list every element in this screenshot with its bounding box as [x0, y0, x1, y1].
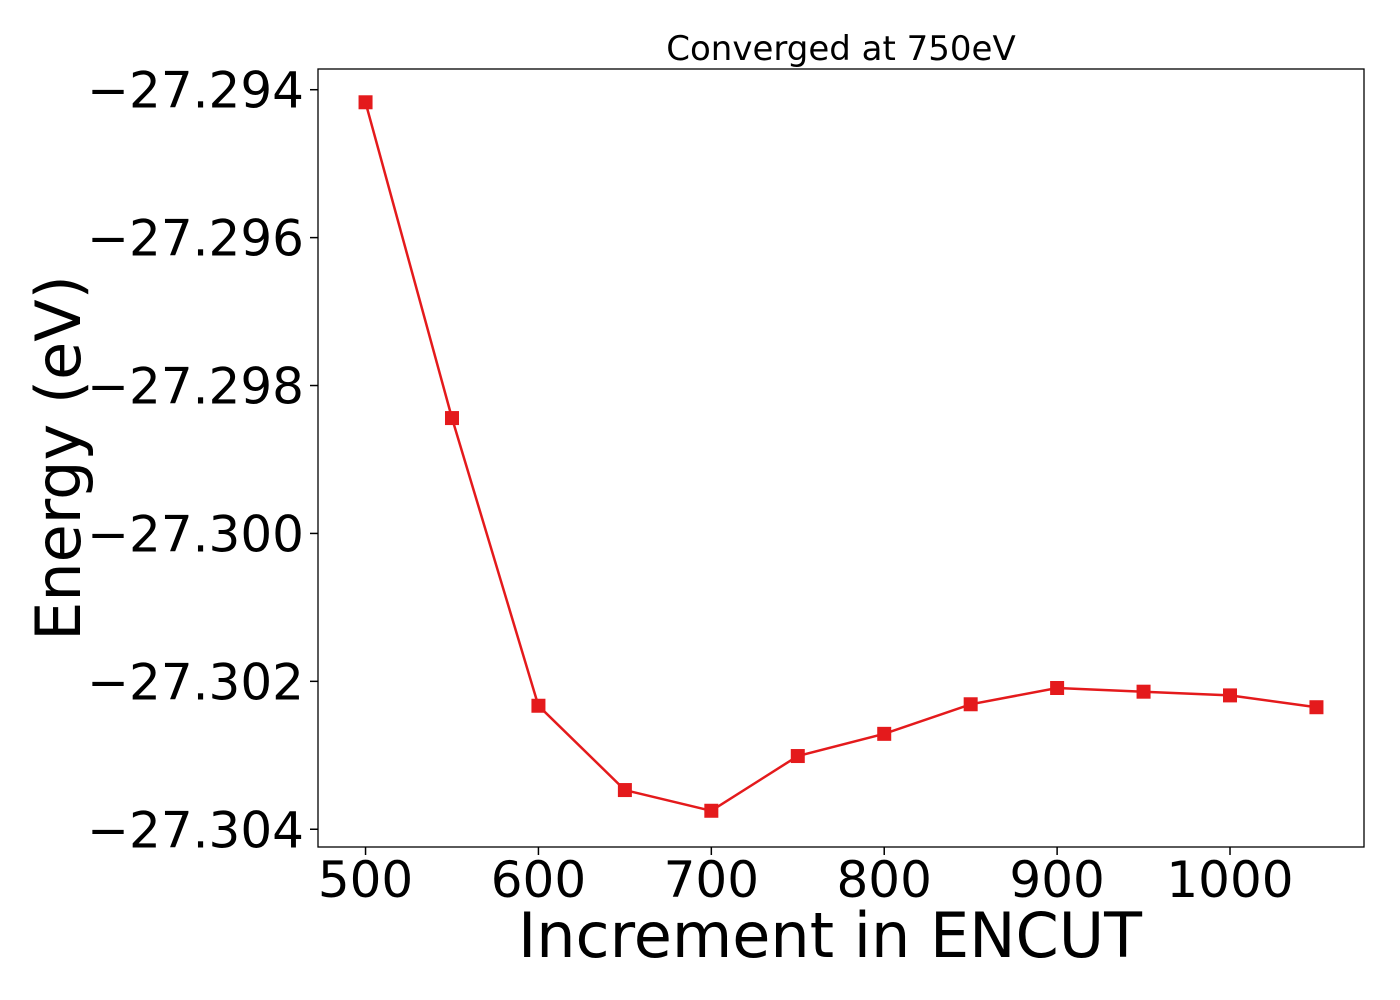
plot-area [317, 68, 1365, 848]
y-axis-label: Energy (eV) [22, 275, 95, 641]
y-tick-label: −27.296 [87, 210, 304, 268]
y-tick-label: −27.300 [87, 505, 304, 563]
data-point [877, 726, 892, 741]
y-tick-label: −27.298 [87, 358, 304, 416]
data-point [444, 411, 459, 426]
data-point [531, 698, 546, 713]
x-tick-label: 700 [664, 851, 759, 909]
x-tick-label: 500 [318, 851, 413, 909]
data-point [790, 749, 805, 764]
data-point [963, 697, 978, 712]
x-tick-label: 1000 [1166, 851, 1293, 909]
x-tick-label: 900 [1009, 851, 1104, 909]
data-point [1050, 680, 1065, 695]
data-point [617, 783, 632, 798]
data-point [704, 803, 719, 818]
x-axis: 500 600 700 800 900 1000 [318, 847, 1294, 909]
plot-frame [317, 68, 1365, 848]
data-point [1223, 688, 1238, 703]
data-point [1136, 684, 1151, 699]
data-point [1309, 700, 1324, 715]
data-point [358, 95, 373, 110]
x-tick-label: 800 [837, 851, 932, 909]
y-tick-label: −27.304 [87, 801, 304, 859]
chart-title: Converged at 750eV [666, 29, 1015, 69]
y-tick-label: −27.294 [87, 62, 304, 120]
x-axis-label: Increment in ENCUT [518, 899, 1143, 972]
y-axis: −27.294 −27.296 −27.298 −27.300 −27.302 −27.3… [87, 62, 318, 859]
series-layer [358, 95, 1324, 818]
y-tick-label: −27.302 [87, 653, 304, 711]
x-tick-label: 600 [491, 851, 586, 909]
series-line [364, 101, 1317, 813]
